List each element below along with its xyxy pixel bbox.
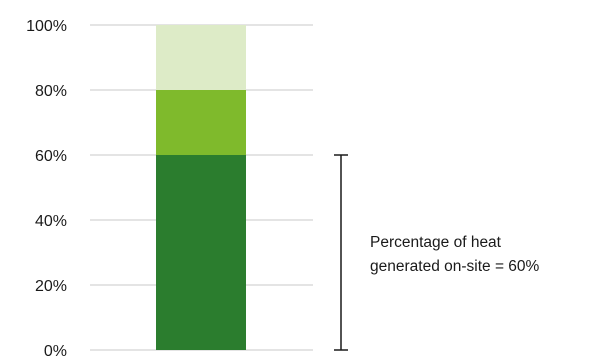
annotation: Percentage of heat generated on-site = 6… (334, 154, 540, 351)
y-axis-tick-labels: 0% 20% 40% 60% 80% 100% (26, 18, 67, 358)
stacked-bar (156, 25, 246, 350)
y-tick-label: 40% (35, 213, 67, 230)
y-tick-label: 80% (35, 83, 67, 100)
y-tick-label: 60% (35, 148, 67, 165)
bar-segment-1 (156, 155, 246, 350)
annotation-text-line-1: Percentage of heat (370, 234, 502, 251)
y-tick-label: 20% (35, 278, 67, 295)
bar-segment-3 (156, 25, 246, 90)
y-tick-label: 100% (26, 18, 67, 35)
bar-segment-2 (156, 90, 246, 155)
y-tick-label: 0% (44, 343, 67, 358)
annotation-text-line-2: generated on-site = 60% (370, 258, 540, 275)
